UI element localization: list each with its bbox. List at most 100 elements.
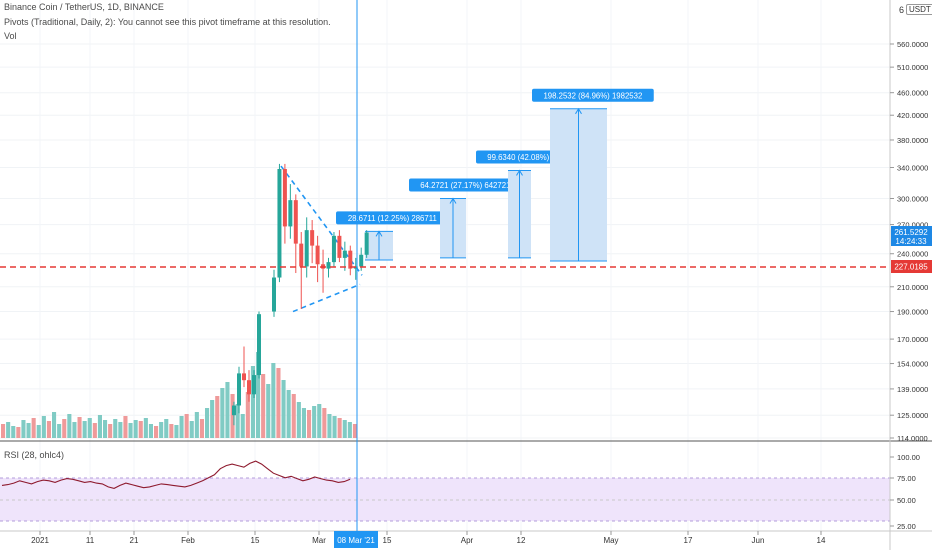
volume-bar: [164, 419, 169, 438]
volume-bar: [184, 414, 189, 438]
candle: [242, 373, 246, 381]
volume-bar: [21, 420, 26, 438]
volume-bar: [174, 425, 179, 438]
candle: [237, 373, 241, 406]
y-tick-label: 240.0000: [897, 250, 928, 259]
volume-bar: [327, 414, 332, 438]
volume-bar: [103, 420, 108, 438]
candle: [257, 314, 261, 376]
volume-bar: [332, 416, 337, 438]
volume-bar: [92, 423, 97, 438]
volume-bar: [240, 414, 245, 438]
currency-badge[interactable]: USDT: [906, 4, 932, 15]
x-tick-label: 14: [817, 536, 826, 545]
candle: [337, 235, 342, 258]
volume-bar: [286, 390, 291, 438]
current-price-label: 261.5292: [894, 228, 928, 237]
volume-bar: [52, 412, 57, 438]
volume-bar: [281, 380, 286, 438]
volume-bar: [189, 421, 194, 438]
support-price-label: 227.0185: [894, 263, 928, 272]
rsi-tick-label: 25.00: [897, 522, 916, 531]
projection-label: 99.6340 (42.08%) 996340: [487, 153, 578, 162]
date-highlight-badge: [334, 531, 378, 548]
volume-bar: [154, 426, 159, 438]
candle: [288, 200, 293, 227]
volume-bar: [82, 421, 87, 438]
current-price-badge: [891, 226, 932, 246]
volume-bar: [138, 421, 143, 438]
volume-bar: [118, 422, 123, 438]
volume-bar: [72, 422, 77, 438]
volume-legend[interactable]: Vol: [4, 31, 17, 41]
y-tick-label: 154.0000: [897, 360, 928, 369]
x-tick-label: 17: [684, 536, 693, 545]
y-tick-label: 139.0000: [897, 385, 928, 394]
volume-bar: [77, 417, 82, 438]
x-tick-label: Apr: [461, 536, 474, 545]
currency-selector[interactable]: 6 USDT: [899, 4, 932, 15]
volume-bar: [87, 418, 92, 438]
x-tick-label: 21: [130, 536, 139, 545]
volume-bar: [123, 416, 128, 438]
projection-label: 64.2721 (27.17%) 642721: [420, 181, 510, 190]
candle: [348, 250, 353, 269]
y-tick-label: 380.0000: [897, 136, 928, 145]
volume-bar: [266, 384, 271, 438]
candle: [252, 375, 256, 395]
volume-bar: [210, 400, 215, 438]
y-tick-label: 560.0000: [897, 40, 928, 49]
candle: [326, 262, 331, 269]
volume-bar: [291, 394, 296, 438]
x-tick-label: 15: [251, 536, 260, 545]
volume-bar: [62, 419, 67, 438]
projection-label: 28.6711 (12.25%) 286711: [348, 214, 437, 223]
candle: [272, 277, 276, 312]
volume-bar: [322, 408, 327, 438]
volume-bar: [194, 412, 199, 438]
projection-label-bg: [336, 211, 449, 225]
volume-bar: [215, 396, 220, 438]
candle: [293, 200, 298, 244]
y-tick-label: 460.0000: [897, 89, 928, 98]
candle: [315, 245, 320, 265]
candle: [304, 230, 309, 267]
volume-bar: [230, 394, 235, 438]
volume-bar: [36, 425, 41, 438]
volume-bar: [57, 424, 62, 438]
y-tick-label: 114.0000: [897, 434, 928, 443]
volume-bar: [256, 352, 261, 438]
candle: [277, 168, 282, 278]
projection-label: 198.2532 (84.96%) 1982532: [543, 91, 642, 100]
rsi-legend[interactable]: RSI (28, ohlc4): [4, 450, 65, 460]
rsi-tick-label: 100.00: [897, 453, 920, 462]
x-tick-label: 12: [517, 536, 526, 545]
scale-number: 6: [899, 4, 905, 15]
volume-bar: [1, 424, 6, 438]
volume-bar: [296, 402, 301, 438]
y-tick-label: 420.0000: [897, 111, 928, 120]
x-tick-label: 2021: [31, 536, 49, 545]
y-tick-label: 340.0000: [897, 164, 928, 173]
x-tick-label: Mar: [312, 536, 326, 545]
volume-bar: [250, 366, 255, 438]
countdown-label: 14:24:33: [895, 237, 927, 246]
support-price-badge: [891, 260, 932, 273]
volume-bar: [11, 426, 16, 438]
rsi-tick-label: 50.00: [897, 496, 916, 505]
x-tick-label: Feb: [181, 536, 195, 545]
pivots-legend[interactable]: Pivots (Traditional, Daily, 2): You cann…: [4, 17, 331, 27]
candle: [310, 230, 315, 246]
y-tick-label: 510.0000: [897, 63, 928, 72]
volume-bar: [225, 382, 230, 438]
volume-bar: [312, 406, 317, 438]
candle: [331, 235, 336, 263]
volume-bar: [26, 423, 31, 438]
volume-bar: [41, 416, 46, 438]
volume-bar: [220, 388, 225, 438]
volume-bar: [31, 418, 36, 438]
y-tick-label: 125.0000: [897, 411, 928, 420]
y-tick-label: 300.0000: [897, 194, 928, 203]
volume-bar: [6, 422, 11, 438]
